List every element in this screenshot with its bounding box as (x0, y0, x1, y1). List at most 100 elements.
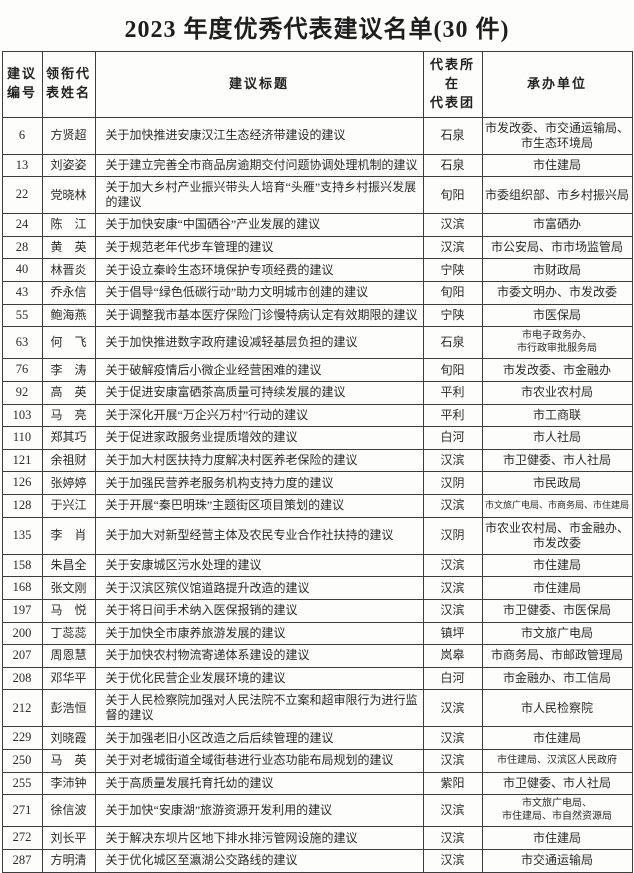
representative-name-cell: 高 英 (41, 380, 96, 405)
column-header: 承办单位 (481, 51, 633, 118)
suggestion-title-cell: 关于加快推进数字政府建设减轻基层负担的建议 (94, 326, 424, 360)
representative-name-cell: 乔永信 (41, 281, 96, 305)
delegation-cell: 岚皋 (422, 644, 483, 668)
delegation-cell: 汉滨 (422, 448, 483, 473)
handling-unit-cell: 市委文明办、市发改委 (481, 281, 633, 305)
suggestion-title-cell: 关于开展“秦巴明珠”主题街区项目策划的建议 (94, 494, 424, 518)
table-row: 22 党晓林 关于加大乡村产业振兴带头人培育“头雁”支持乡村振兴发展的建议 旬阳 市委组… (1, 176, 633, 215)
representative-name-cell: 李 涛 (41, 358, 96, 382)
delegation-cell: 平利 (422, 380, 483, 405)
representative-name-cell: 朱昌全 (41, 553, 96, 578)
delegation-cell: 紫阳 (422, 771, 483, 796)
suggestion-no-cell: 103 (1, 403, 43, 428)
table-row: 103 马 亮关于深化开展“万企兴万村”行动的建议 平利 市工商联 (1, 403, 633, 428)
delegation-cell: 汉阴 (422, 471, 483, 496)
delegation-cell: 汉滨 (422, 826, 483, 850)
representative-name-cell: 于兴江 (41, 494, 96, 518)
representative-name-cell: 马 亮 (41, 403, 96, 428)
delegation-cell: 汉阴 (422, 516, 483, 555)
delegation-cell: 汉滨 (422, 598, 483, 623)
suggestion-title-cell: 关于加强老旧小区改造之后后续管理的建议 (94, 726, 424, 751)
handling-unit-cell: 市卫健委、市人社局 (481, 771, 633, 796)
handling-unit-cell: 市农业农村局、市金融办、 市发改委 (481, 516, 633, 555)
table-row: 272 刘长平 关于解决东坝片区地下排水排污管网设施的建议 汉滨 市住建局 (1, 826, 633, 850)
handling-unit-cell: 市财政局 (481, 258, 633, 283)
representative-name-cell: 马 英 (41, 749, 96, 773)
handling-unit-cell: 市文旅广电局、市商务局、市住建局 (481, 494, 633, 518)
delegation-cell: 宁陕 (422, 303, 483, 328)
suggestion-no-cell: 55 (1, 303, 43, 328)
table-row: 271 徐信波 关于加快“安康湖”旅游资源开发利用的建议 汉滨 市文旅广电局、 市住建局… (1, 794, 633, 828)
delegation-cell: 旬阳 (422, 358, 483, 382)
table-row: 43 乔永信 关于倡导“绿色低碳行动”助力文明城市创建的建议 旬阳 市委文明办、市发改委 (1, 281, 633, 305)
column-header: 代表所在 代表团 (422, 51, 483, 118)
suggestion-title-cell: 关于解决东坝片区地下排水排污管网设施的建议 (94, 826, 424, 850)
suggestion-title-cell: 关于促进安康富硒茶高质量可持续发展的建议 (94, 380, 424, 405)
suggestion-no-cell: 110 (1, 426, 43, 450)
delegation-cell: 汉滨 (422, 749, 483, 773)
suggestion-title-cell: 关于加快全市康养旅游发展的建议 (94, 621, 424, 646)
delegation-cell: 汉滨 (422, 848, 483, 873)
suggestion-no-cell: 121 (1, 448, 43, 473)
table-row: 128 于兴江 关于开展“秦巴明珠”主题街区项目策划的建议 汉滨 市文旅广电局、市商务局… (1, 494, 633, 518)
suggestion-no-cell: 92 (1, 380, 43, 405)
representative-name-cell: 彭浩恒 (41, 689, 96, 728)
handling-unit-cell: 市住建局 (481, 553, 633, 578)
representative-name-cell: 何 飞 (41, 326, 96, 360)
suggestion-title-cell: 关于加快安康“中国硒谷”产业发展的建议 (94, 213, 424, 237)
suggestion-no-cell: 207 (1, 644, 43, 668)
suggestion-no-cell: 168 (1, 576, 43, 600)
handling-unit-cell: 市交通运输局 (481, 848, 633, 873)
representative-name-cell: 鲍海燕 (41, 303, 96, 328)
suggestion-no-cell: 272 (1, 826, 43, 850)
suggestion-no-cell: 24 (1, 213, 43, 237)
table-row: 197 马 悦关于将日间手术纳入医保报销的建议 汉滨 市卫健委、市医保局 (1, 598, 633, 623)
handling-unit-cell: 市发改委、市金融办 (481, 358, 633, 382)
table-row: 92 高 英关于促进安康富硒茶高质量可持续发展的建议 平利 市农业农村局 (1, 380, 633, 405)
suggestion-no-cell: 43 (1, 281, 43, 305)
suggestion-title-cell: 关于加大乡村产业振兴带头人培育“头雁”支持乡村振兴发展的建议 (94, 176, 424, 215)
table-row: 121 余祖财 关于加大村医扶持力度解决村医养老保险的建议 汉滨 市卫健委、市人社局 (1, 448, 633, 473)
delegation-cell: 汉滨 (422, 689, 483, 728)
suggestion-no-cell: 76 (1, 358, 43, 382)
representative-name-cell: 方明清 (41, 848, 96, 873)
handling-unit-cell: 市农业农村局 (481, 380, 633, 405)
handling-unit-cell: 市住建局 (481, 153, 633, 178)
delegation-cell: 汉滨 (422, 726, 483, 751)
delegation-cell: 白河 (422, 426, 483, 450)
handling-unit-cell: 市文旅广电局 (481, 621, 633, 646)
suggestion-no-cell: 28 (1, 235, 43, 260)
delegation-cell: 旬阳 (422, 176, 483, 215)
handling-unit-cell: 市民政局 (481, 471, 633, 496)
table-row: 6 方贤超 关于加快推进安康汉江生态经济带建设的建议 石泉 市发改委、市交通运输局、 市… (1, 116, 633, 155)
handling-unit-cell: 市住建局 (481, 726, 633, 751)
delegation-cell: 镇坪 (422, 621, 483, 646)
table-row: 207 周恩慧 关于加快农村物流寄递体系建设的建议 岚皋 市商务局、市邮政管理局 (1, 644, 633, 668)
handling-unit-cell: 市住建局 (481, 826, 633, 850)
representative-name-cell: 黄 英 (41, 235, 96, 260)
suggestion-no-cell: 200 (1, 621, 43, 646)
delegation-cell: 白河 (422, 666, 483, 691)
suggestion-no-cell: 250 (1, 749, 43, 773)
suggestion-title-cell: 关于加快“安康湖”旅游资源开发利用的建议 (94, 794, 424, 828)
handling-unit-cell: 市医保局 (481, 303, 633, 328)
handling-unit-cell: 市富硒办 (481, 213, 633, 237)
suggestion-title-cell: 关于设立秦岭生态环境保护专项经费的建议 (94, 258, 424, 283)
suggestion-title-cell: 关于加快农村物流寄递体系建设的建议 (94, 644, 424, 668)
representative-name-cell: 马 悦 (41, 598, 96, 623)
handling-unit-cell: 市工商联 (481, 403, 633, 428)
delegation-cell: 平利 (422, 403, 483, 428)
suggestion-title-cell: 关于建立完善全市商品房逾期交付问题协调处理机制的建议 (94, 153, 424, 178)
suggestion-title-cell: 关于加大村医扶持力度解决村医养老保险的建议 (94, 448, 424, 473)
table-row: 110 郑其巧 关于促进家政服务业提质增效的建议 白河 市人社局 (1, 426, 633, 450)
table-row: 287 方明清 关于优化城区至瀛湖公交路线的建议 汉滨 市交通运输局 (1, 848, 633, 873)
table-row: 158 朱昌全 关于安康城区污水处理的建议 汉滨 市住建局 (1, 553, 633, 578)
handling-unit-cell: 市金融办、市工信局 (481, 666, 633, 691)
suggestion-no-cell: 287 (1, 848, 43, 873)
table-row: 212 彭浩恒 关于人民检察院加强对人民法院不立案和超审限行为进行监督的建议 汉滨 市人… (1, 689, 633, 728)
delegation-cell: 汉滨 (422, 794, 483, 828)
delegation-cell: 汉滨 (422, 494, 483, 518)
delegation-cell: 石泉 (422, 326, 483, 360)
representative-name-cell: 徐信波 (41, 794, 96, 828)
